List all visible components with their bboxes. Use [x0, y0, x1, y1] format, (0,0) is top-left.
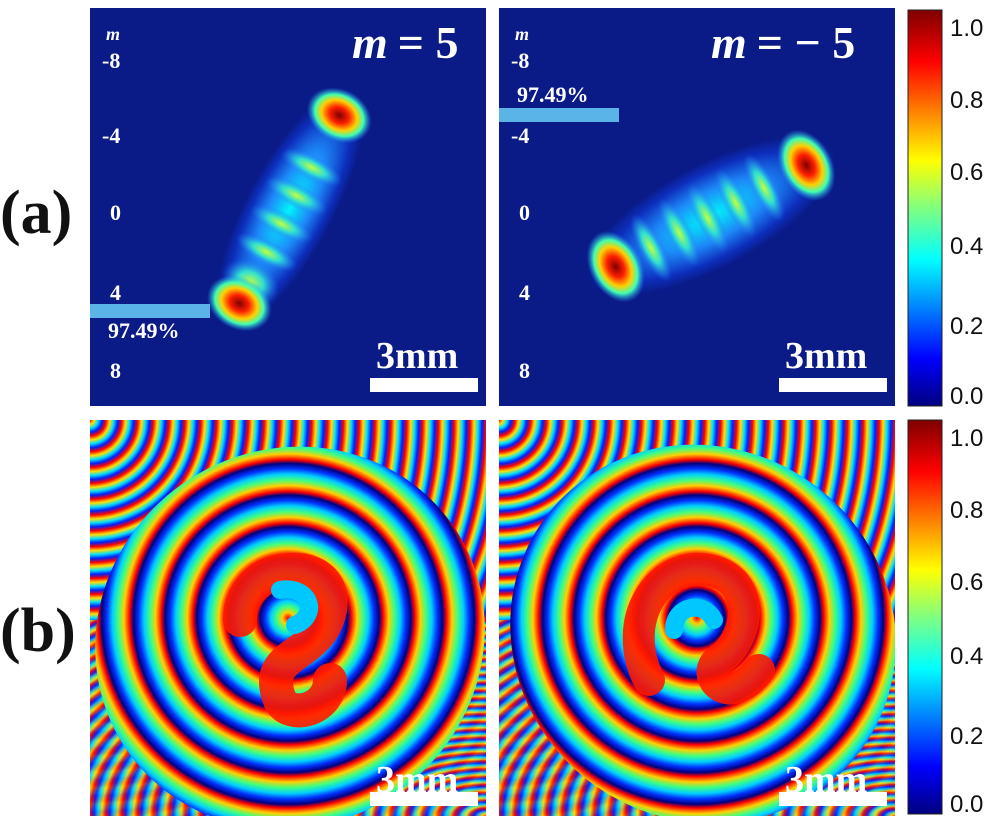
panel-b-right: 3mm: [499, 420, 895, 816]
fringe: [251, 204, 313, 244]
panel-a-right: m -8 -4 0 4 8 m = − 5 97.49% 3mm: [499, 8, 895, 406]
scale-bar: [370, 378, 478, 392]
title-symbol: m: [711, 17, 747, 68]
fringe: [281, 148, 343, 187]
scale-bar: [779, 378, 887, 392]
hot-spot: [206, 275, 272, 332]
phase-core: [665, 598, 723, 639]
colorbar-tick: 0.6: [950, 569, 983, 596]
axis-tick: 0: [110, 200, 121, 225]
fringe: [686, 183, 729, 252]
axis-tick: 8: [519, 358, 530, 383]
fringe: [714, 168, 757, 237]
colorbar-tick: 0.0: [950, 383, 983, 410]
hot-spot: [306, 87, 372, 144]
axis-tick: 0: [519, 200, 530, 225]
title-symbol: m: [352, 17, 388, 68]
colorbar-tick: 1.0: [950, 15, 983, 42]
panel-b-left: 3mm: [90, 420, 486, 816]
scale-bar: [779, 792, 887, 806]
phase-core: [223, 552, 348, 728]
colorbar-gradient: [907, 419, 943, 815]
colorbar-a: 1.0 0.8 0.6 0.4 0.2 0.0: [904, 8, 1000, 410]
efficiency-label: 97.49%: [517, 82, 589, 107]
fringe: [658, 198, 700, 267]
colorbar-tick: 0.2: [950, 313, 983, 340]
panel-title: m = 5: [352, 17, 459, 68]
axis-tick: 8: [110, 358, 121, 383]
axis-symbol: m: [106, 24, 120, 44]
efficiency-bar: [90, 304, 210, 318]
colorbar-tick: 0.6: [950, 159, 983, 186]
scale-bar: [370, 792, 478, 806]
colorbar-tick: 0.8: [950, 87, 983, 114]
hot-spot: [586, 230, 645, 303]
colorbar-tick: 0.8: [950, 497, 983, 524]
colorbar-tick: 0.4: [950, 233, 983, 260]
title-value: = 5: [398, 17, 459, 68]
fringe: [235, 232, 298, 272]
panel-title: m = − 5: [711, 17, 855, 68]
colorbar-tick: 0.2: [950, 723, 983, 750]
scale-bar-label: 3mm: [785, 335, 867, 377]
row-label-b: (b): [0, 597, 76, 665]
axis-tick: -8: [102, 48, 120, 73]
scale-bar-label: 3mm: [376, 335, 458, 377]
fringe: [266, 176, 328, 215]
phase-core: [271, 580, 319, 634]
panel-a-left: m -8 -4 0 4 8 m = 5 97.49% 3mm: [90, 8, 486, 406]
phase-core: [622, 552, 775, 705]
colorbar-tick: 1.0: [950, 425, 983, 452]
hot-spot: [777, 129, 836, 202]
axis-tick: 4: [110, 280, 121, 305]
axis-symbol: m: [515, 24, 529, 44]
fringe: [630, 213, 672, 282]
axis-tick: -4: [511, 123, 529, 148]
efficiency-bar: [499, 108, 619, 122]
efficiency-label: 97.49%: [108, 318, 180, 343]
colorbar-b: 1.0 0.8 0.6 0.4 0.2 0.0: [904, 418, 1000, 818]
axis-tick: 4: [519, 280, 530, 305]
colorbar-gradient: [907, 9, 943, 407]
title-value: = − 5: [757, 17, 855, 68]
axis-tick: -4: [102, 123, 120, 148]
fringe: [743, 153, 785, 222]
colorbar-tick: 0.4: [950, 643, 983, 670]
row-label-a: (a): [0, 179, 73, 247]
colorbar-tick: 0.0: [950, 791, 983, 818]
axis-tick: -8: [511, 48, 529, 73]
